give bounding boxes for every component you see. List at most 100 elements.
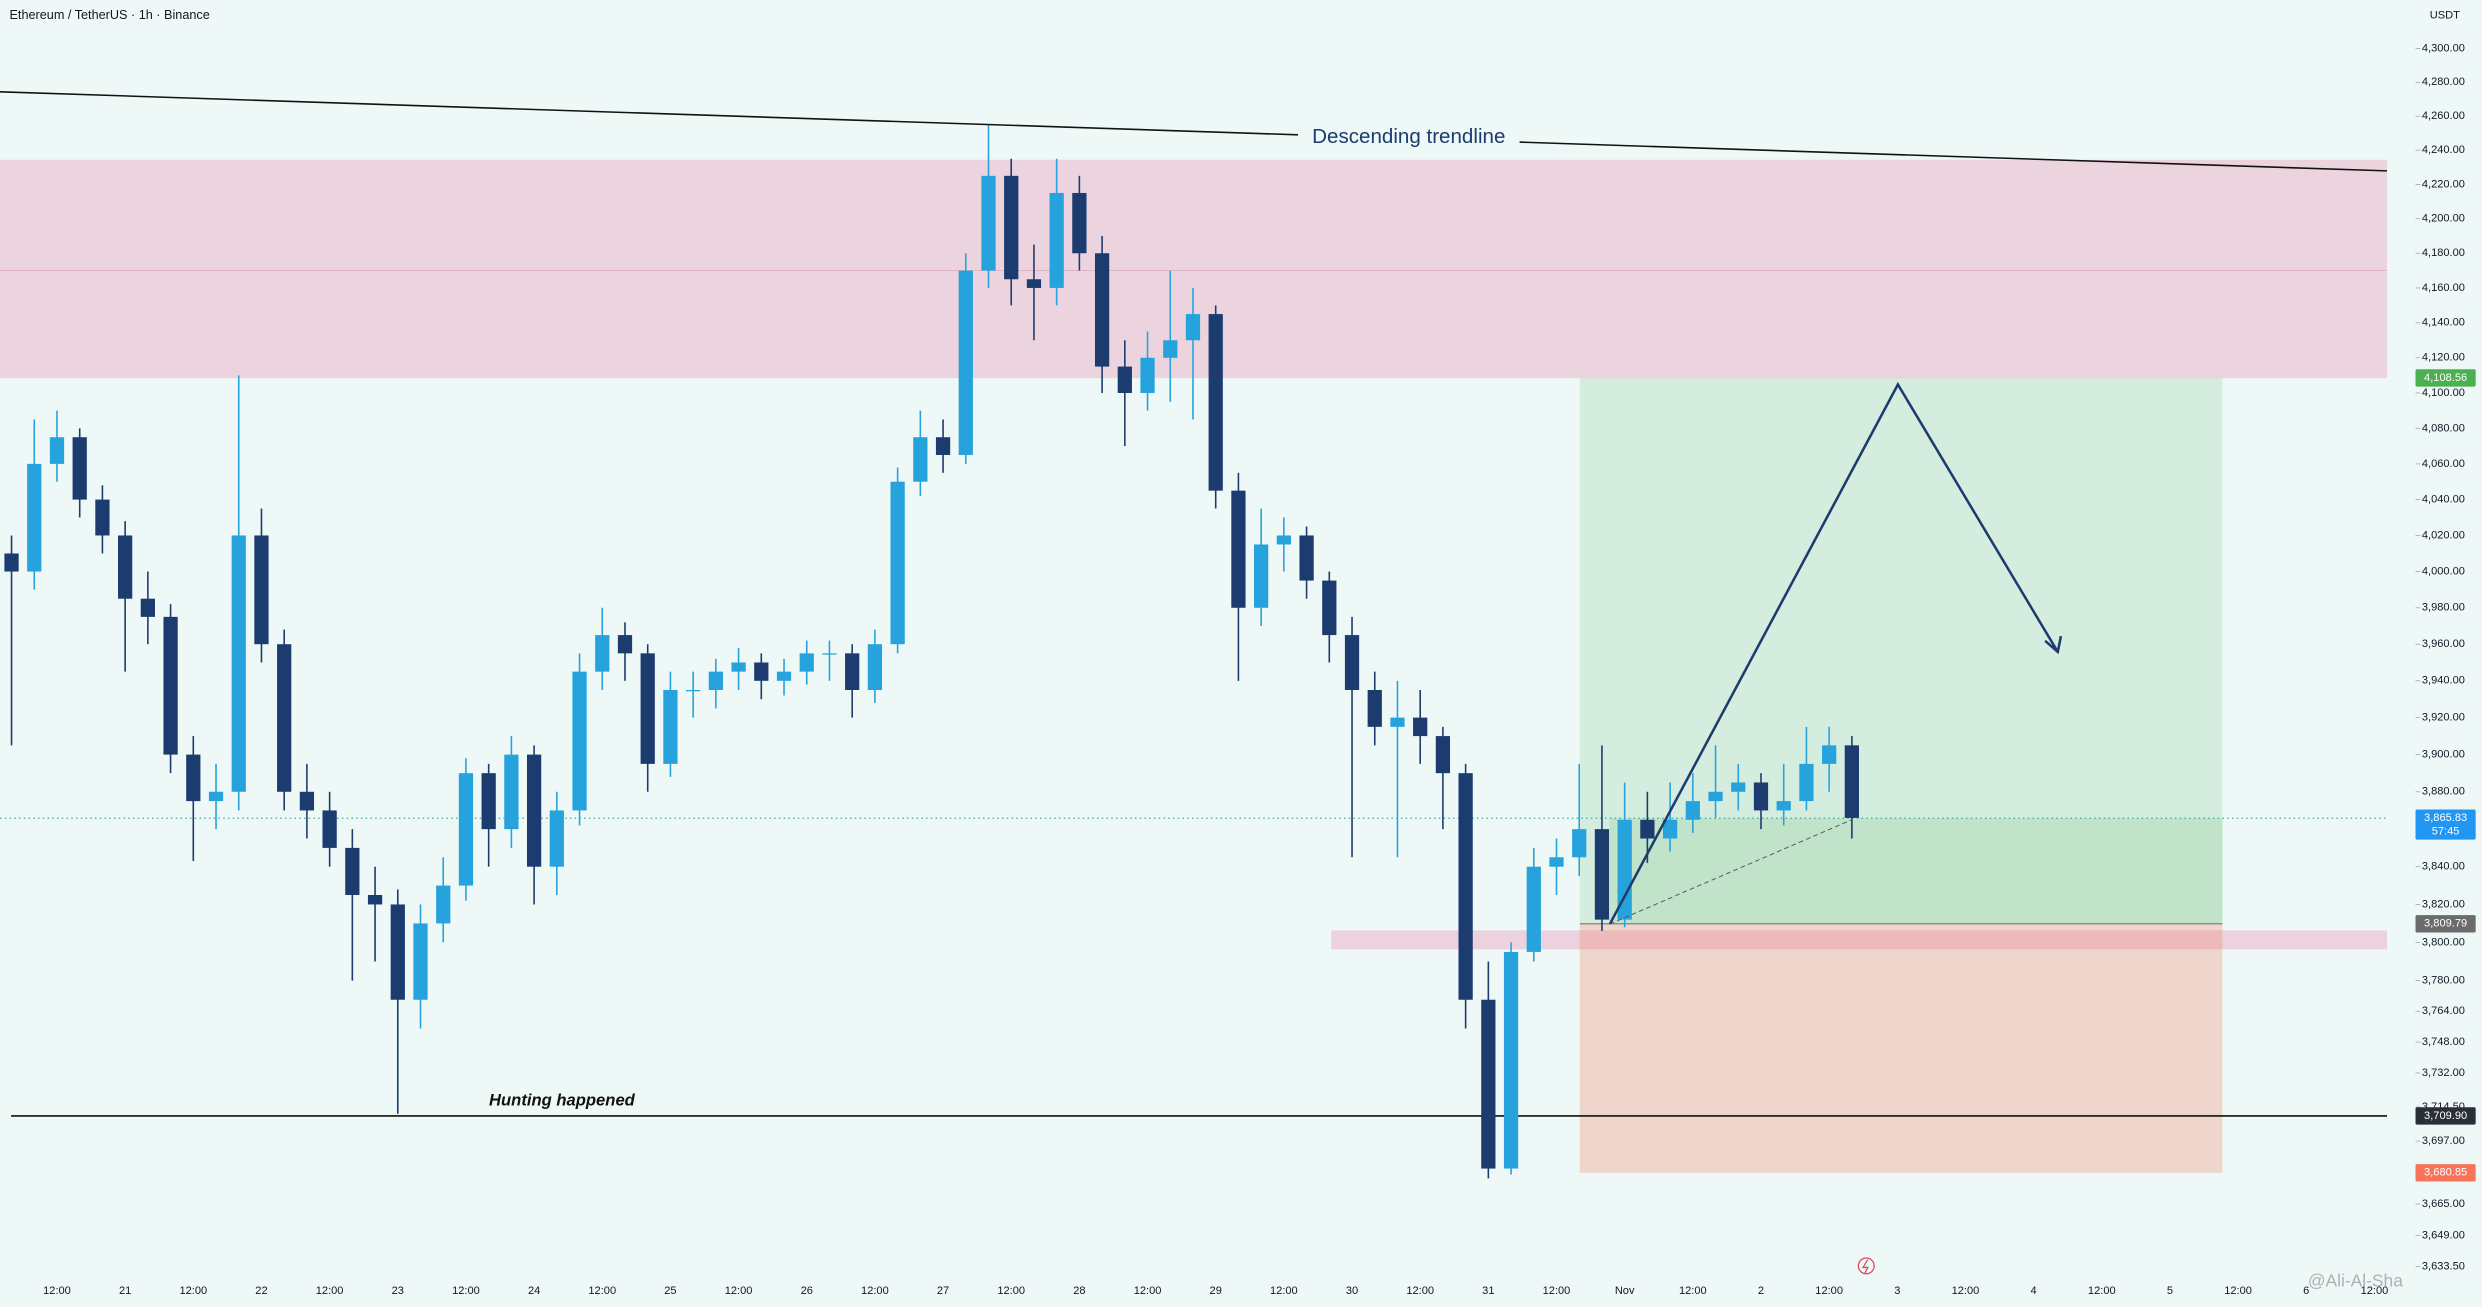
candle-body xyxy=(867,644,883,690)
candle-body xyxy=(799,653,814,672)
candle-body xyxy=(1254,544,1269,608)
x-tick-label: 28 xyxy=(1073,1285,1085,1297)
open-profit-area xyxy=(1609,818,2223,924)
candle-body xyxy=(345,847,360,896)
candle-body xyxy=(1753,782,1769,811)
candle-body xyxy=(1185,314,1201,341)
y-tick-label: 3,665.00 xyxy=(2422,1198,2465,1210)
candle-body xyxy=(958,270,973,455)
y-tick-label: 3,880.00 xyxy=(2422,786,2465,798)
candle-body xyxy=(640,653,655,764)
candle-body xyxy=(390,904,405,1000)
candle-body xyxy=(595,635,610,672)
y-tick-label: 3,649.00 xyxy=(2422,1230,2465,1242)
y-tick-label: 3,633.50 xyxy=(2422,1260,2465,1272)
y-tick-label: 4,180.00 xyxy=(2422,247,2465,259)
y-tick-label: 4,240.00 xyxy=(2422,144,2465,156)
x-tick-label: 30 xyxy=(1346,1285,1358,1297)
y-tick-label: 3,840.00 xyxy=(2422,861,2465,873)
price-label: 3,680.85 xyxy=(2424,1167,2467,1179)
x-tick-label: 12:00 xyxy=(1134,1285,1162,1297)
alert-icon-bolt xyxy=(1861,1259,1869,1275)
x-tick-label: 29 xyxy=(1210,1285,1222,1297)
candle-body xyxy=(1163,340,1178,358)
symbol-title: Ethereum / TetherUS · 1h · Binance xyxy=(9,8,209,22)
candle-body xyxy=(1231,490,1246,608)
demand-zone xyxy=(1331,930,2388,950)
candle-body xyxy=(208,791,224,802)
candle-body xyxy=(1708,791,1723,802)
candle-body xyxy=(1481,999,1496,1169)
alert-icon[interactable] xyxy=(1857,1257,1875,1275)
y-tick-label: 4,220.00 xyxy=(2422,178,2465,190)
projection-path xyxy=(1608,381,2059,925)
candle-body xyxy=(254,535,269,645)
candle-body xyxy=(776,671,792,681)
candle-body xyxy=(95,499,110,536)
y-tick-label: 3,820.00 xyxy=(2422,898,2465,910)
candle-body xyxy=(981,175,996,271)
y-tick-label: 4,260.00 xyxy=(2422,110,2465,122)
candle-body xyxy=(458,773,474,886)
candle-body xyxy=(481,773,496,830)
candle-body xyxy=(1367,689,1382,727)
candle-body xyxy=(27,463,42,572)
x-tick-label: 12:00 xyxy=(1406,1285,1434,1297)
price-label-box xyxy=(2415,1164,2476,1182)
axis-unit: USDT xyxy=(2430,10,2460,22)
candle-body xyxy=(1413,717,1428,737)
candles xyxy=(4,124,1859,1179)
price-label: 3,865.83 xyxy=(2424,812,2467,824)
candle-body xyxy=(1276,535,1291,545)
candle-body xyxy=(1526,866,1541,952)
x-tick-label: 3 xyxy=(1894,1285,1900,1297)
watermark: @Ali-Al-Sha xyxy=(2308,1270,2403,1290)
annotation: Hunting happened xyxy=(489,1091,636,1110)
candle-body xyxy=(572,671,587,811)
dashed-line xyxy=(1609,819,1853,925)
x-tick-label: 31 xyxy=(1482,1285,1494,1297)
trendline xyxy=(0,90,1299,136)
candle-body xyxy=(1026,279,1042,288)
y-tick-label: 3,920.00 xyxy=(2422,712,2465,724)
candle-body xyxy=(1322,580,1337,636)
candle-body xyxy=(436,885,451,924)
trendline xyxy=(1519,141,2388,172)
y-tick-label: 3,780.00 xyxy=(2422,975,2465,987)
candle-body xyxy=(1776,801,1791,811)
y-tick-label: 4,120.00 xyxy=(2422,352,2465,364)
x-tick-label: 12:00 xyxy=(997,1285,1025,1297)
candle-body xyxy=(1435,736,1451,774)
candle-body xyxy=(1117,366,1132,393)
candle-body xyxy=(935,437,951,455)
x-tick-label: 12:00 xyxy=(452,1285,480,1297)
price-label: 4,108.56 xyxy=(2424,372,2467,384)
candle-body xyxy=(231,535,246,792)
x-tick-label: 12:00 xyxy=(1815,1285,1843,1297)
candle-body xyxy=(1685,801,1700,820)
y-tick-label: 4,060.00 xyxy=(2422,458,2465,470)
projection-arrowhead xyxy=(2044,635,2063,655)
candle-body xyxy=(1503,951,1519,1169)
x-tick-label: 12:00 xyxy=(861,1285,889,1297)
candle-body xyxy=(890,481,905,645)
candle-body xyxy=(118,535,133,599)
candle-body xyxy=(708,671,723,690)
x-tick-label: 12:00 xyxy=(316,1285,344,1297)
candle-body xyxy=(186,754,201,802)
candle-body xyxy=(1140,357,1155,393)
candle-body xyxy=(1344,635,1360,690)
x-tick-label: 27 xyxy=(937,1285,949,1297)
x-tick-label: 26 xyxy=(801,1285,813,1297)
candle-body xyxy=(663,689,678,764)
candle-body xyxy=(1662,819,1678,839)
candle-body xyxy=(322,810,337,848)
candle-body xyxy=(913,437,928,482)
y-tick-label: 4,080.00 xyxy=(2422,422,2465,434)
x-tick-label: Nov xyxy=(1615,1285,1635,1297)
candle-body xyxy=(731,662,746,672)
x-tick-label: 12:00 xyxy=(725,1285,753,1297)
x-tick-label: 5 xyxy=(2167,1285,2173,1297)
price-label-box xyxy=(2415,915,2476,933)
